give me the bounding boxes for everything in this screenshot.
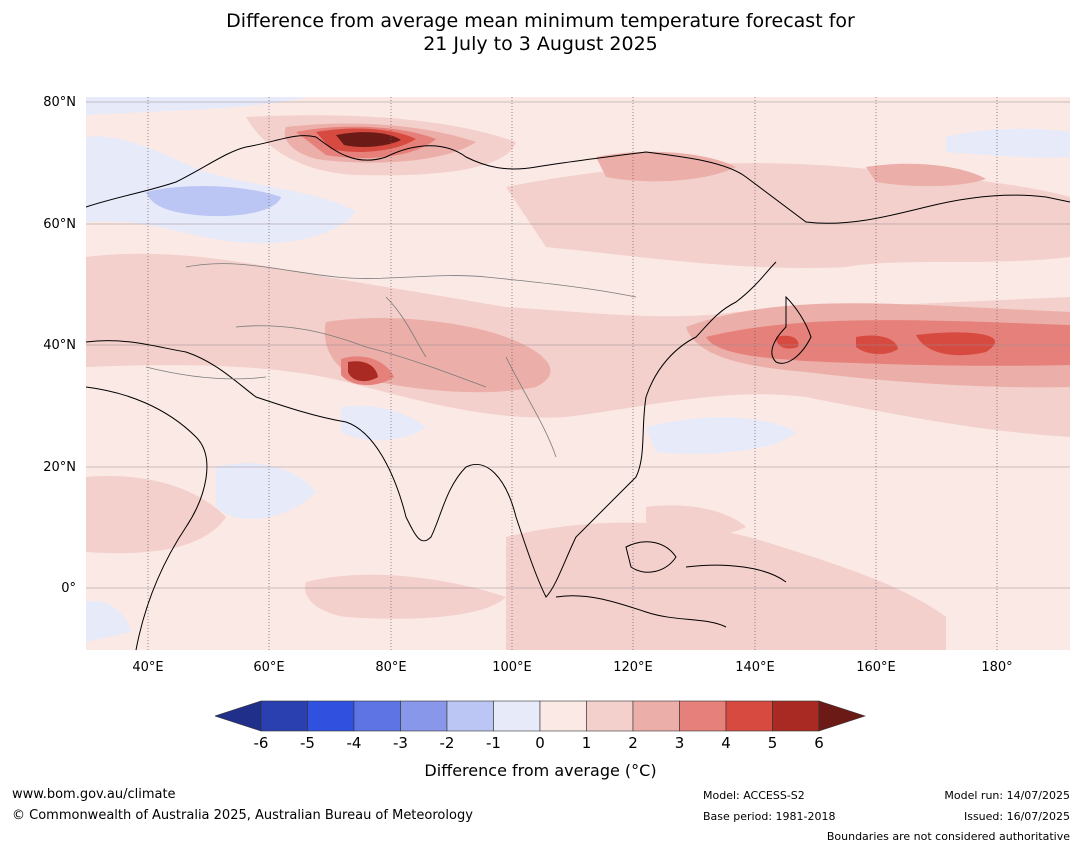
map-title: Difference from average mean minimum tem… (0, 10, 1081, 56)
colorbar-tick-label: -4 (346, 734, 362, 752)
colorbar-tick-label: -3 (393, 734, 408, 752)
colorbar-cell (725, 700, 773, 732)
lat-label-60n: 60°N (43, 217, 76, 232)
colorbar-cell (679, 700, 727, 732)
colorbar-tick-label: 0 (535, 734, 545, 752)
colorbar-tick-label: 4 (721, 734, 731, 752)
title-line-2: 21 July to 3 August 2025 (423, 33, 658, 55)
copyright-text: © Commonwealth of Australia 2025, Austra… (12, 808, 473, 823)
cool-anomaly-regions (86, 97, 1070, 642)
colorbar-tick-label: 5 (767, 734, 778, 752)
lat-label-20n: 20°N (43, 460, 76, 475)
colorbar-cell (353, 700, 401, 732)
lon-label-140e: 140°E (735, 660, 775, 675)
coastlines (86, 135, 1070, 650)
colorbar-title: Difference from average (°C) (424, 761, 657, 780)
colorbar-cell (586, 700, 634, 732)
base-period: Base period: 1981-2018 (703, 810, 836, 823)
lon-label-80e: 80°E (375, 660, 407, 675)
colorbar-cell (772, 700, 820, 732)
title-line-1: Difference from average mean minimum tem… (226, 10, 855, 32)
colorbar-cell (632, 700, 680, 732)
lon-label-40e: 40°E (132, 660, 164, 675)
forecast-map (86, 97, 1070, 650)
warm-anomaly-regions (86, 115, 1070, 650)
colorbar-tick-label: 1 (581, 734, 592, 752)
model-run-date: Model run: 14/07/2025 (944, 789, 1070, 802)
colorbar-tick-label: -2 (439, 734, 455, 752)
colorbar-cell (260, 700, 308, 732)
country-borders (145, 263, 637, 458)
lat-label-40n: 40°N (43, 338, 76, 353)
colorbar-cell (446, 700, 494, 732)
colorbar-tick-label: -5 (300, 734, 315, 752)
colorbar-tick-label: 2 (628, 734, 638, 752)
lon-label-120e: 120°E (613, 660, 653, 675)
boundaries-disclaimer: Boundaries are not considered authoritat… (826, 830, 1070, 843)
issued-date: Issued: 16/07/2025 (963, 810, 1070, 823)
colorbar (215, 700, 866, 732)
colorbar-tick-label: 3 (674, 734, 685, 752)
lon-label-60e: 60°E (253, 660, 285, 675)
colorbar-cell (539, 700, 587, 732)
colorbar-cell (400, 700, 448, 732)
lat-label-0: 0° (61, 581, 76, 596)
meridians (147, 97, 998, 650)
map-canvas (86, 97, 1070, 650)
colorbar-tick-label: -1 (486, 734, 501, 752)
colorbar-tick-label: -6 (253, 734, 269, 752)
lon-label-160e: 160°E (856, 660, 896, 675)
website-link[interactable]: www.bom.gov.au/climate (12, 787, 176, 802)
model-name: Model: ACCESS-S2 (703, 789, 805, 802)
colorbar-cell (493, 700, 541, 732)
colorbar-arrow-low (215, 700, 262, 732)
colorbar-cell (307, 700, 355, 732)
lon-label-180: 180° (981, 660, 1013, 675)
colorbar-arrow-high (818, 700, 866, 732)
graticule (86, 101, 1070, 589)
colorbar-tick-label: 6 (814, 734, 824, 752)
lon-label-100e: 100°E (492, 660, 532, 675)
lat-label-80n: 80°N (43, 95, 76, 110)
